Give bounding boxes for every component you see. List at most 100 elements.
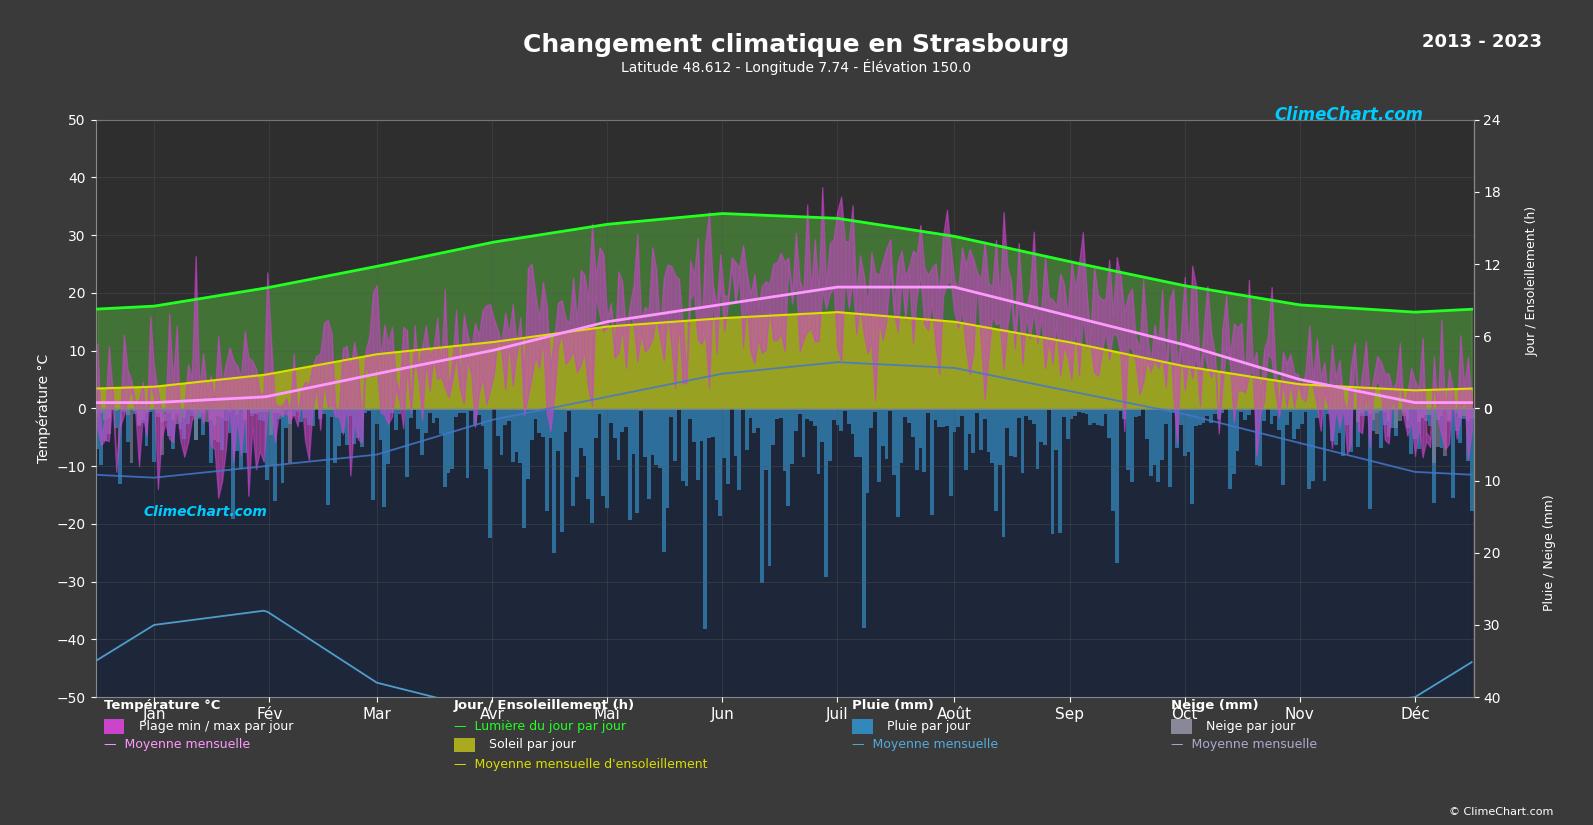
Bar (330, 408, 333, 417)
Bar (269, 408, 272, 435)
Bar (1466, 408, 1470, 461)
Text: Pluie / Neige (mm): Pluie / Neige (mm) (1544, 494, 1556, 611)
Bar (1088, 408, 1093, 426)
Bar (1126, 408, 1129, 469)
Bar (1085, 408, 1088, 414)
Bar (183, 408, 186, 418)
Bar (776, 408, 779, 419)
Bar (1391, 408, 1394, 428)
Bar (269, 408, 272, 466)
Bar (352, 408, 357, 444)
Bar (669, 408, 674, 417)
Bar (250, 408, 255, 412)
Bar (1386, 408, 1391, 437)
Bar (1195, 408, 1198, 427)
Bar (288, 408, 292, 464)
Bar (854, 408, 859, 457)
Bar (1035, 408, 1039, 469)
Bar (1459, 408, 1462, 443)
Bar (462, 408, 465, 412)
Bar (451, 408, 454, 469)
Bar (1368, 408, 1372, 509)
Bar (194, 408, 198, 441)
Bar (972, 408, 975, 454)
Bar (828, 408, 832, 460)
Bar (980, 408, 983, 450)
Bar (865, 408, 870, 493)
Bar (1225, 408, 1228, 409)
Bar (487, 408, 492, 538)
Text: Latitude 48.612 - Longitude 7.74 - Élévation 150.0: Latitude 48.612 - Longitude 7.74 - Éléva… (621, 59, 972, 75)
Bar (1206, 408, 1209, 416)
Bar (220, 408, 225, 450)
Bar (892, 408, 895, 475)
Bar (190, 408, 194, 412)
Bar (1123, 408, 1126, 419)
Bar (1341, 408, 1344, 456)
Bar (1209, 408, 1212, 423)
Bar (266, 408, 269, 412)
Bar (752, 408, 757, 432)
Bar (107, 408, 110, 434)
Bar (201, 408, 205, 435)
Bar (261, 408, 266, 412)
Bar (749, 408, 752, 418)
Bar (440, 408, 443, 434)
Bar (1394, 408, 1399, 436)
Bar (1179, 408, 1184, 425)
Bar (1027, 408, 1032, 420)
Bar (1402, 408, 1405, 413)
Bar (209, 408, 212, 463)
Bar (779, 408, 782, 418)
Bar (104, 408, 107, 420)
Bar (1212, 408, 1217, 414)
Bar (178, 408, 183, 429)
Bar (1416, 408, 1421, 422)
Bar (1364, 408, 1368, 411)
Bar (228, 408, 231, 412)
Bar (126, 408, 129, 415)
Bar (231, 408, 236, 519)
Bar (1286, 408, 1289, 425)
Bar (1247, 408, 1251, 415)
Bar (602, 408, 605, 496)
Bar (153, 408, 156, 462)
Bar (908, 408, 911, 422)
Bar (145, 408, 148, 413)
Bar (1262, 408, 1266, 421)
Bar (677, 408, 680, 410)
Bar (338, 408, 341, 446)
Bar (589, 408, 594, 523)
Bar (1058, 408, 1063, 533)
Bar (726, 408, 730, 484)
Bar (167, 408, 170, 436)
Bar (1153, 408, 1157, 465)
Bar (140, 408, 145, 420)
Text: Neige par jour: Neige par jour (1206, 720, 1295, 733)
Bar (1446, 408, 1451, 422)
Bar (771, 408, 776, 446)
Bar (718, 408, 722, 516)
Bar (567, 408, 572, 411)
Bar (424, 408, 429, 433)
Bar (986, 408, 991, 451)
Bar (1273, 408, 1278, 416)
Bar (847, 408, 851, 424)
Bar (333, 408, 338, 463)
Bar (1311, 408, 1314, 481)
Bar (843, 408, 847, 412)
Bar (1375, 408, 1380, 413)
Bar (1386, 408, 1391, 422)
Bar (1443, 408, 1446, 455)
Bar (379, 408, 382, 440)
Bar (1402, 408, 1405, 416)
Bar (175, 408, 178, 413)
Text: Neige (mm): Neige (mm) (1171, 699, 1258, 712)
Bar (1410, 408, 1413, 454)
Bar (1297, 408, 1300, 429)
Bar (553, 408, 556, 553)
Bar (523, 408, 526, 529)
Text: Jour / Ensoleillement (h): Jour / Ensoleillement (h) (454, 699, 636, 712)
Bar (704, 408, 707, 629)
Bar (991, 408, 994, 464)
